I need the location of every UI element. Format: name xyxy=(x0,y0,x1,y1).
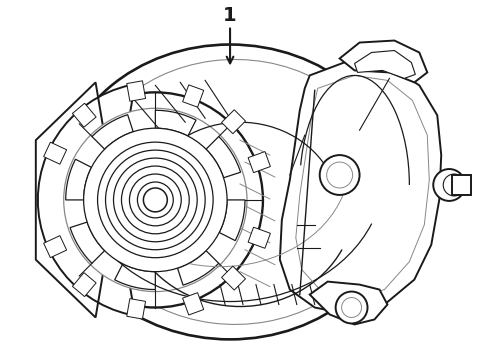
Circle shape xyxy=(64,108,247,292)
Ellipse shape xyxy=(59,45,401,339)
Polygon shape xyxy=(221,266,245,290)
Polygon shape xyxy=(310,282,388,324)
Text: 1: 1 xyxy=(223,6,237,25)
Circle shape xyxy=(336,292,368,323)
Polygon shape xyxy=(355,50,416,78)
Polygon shape xyxy=(92,114,133,149)
Polygon shape xyxy=(206,136,241,178)
Polygon shape xyxy=(248,227,270,248)
Polygon shape xyxy=(127,81,146,101)
Polygon shape xyxy=(66,159,92,200)
Polygon shape xyxy=(452,175,471,195)
Polygon shape xyxy=(36,82,135,318)
Circle shape xyxy=(433,169,465,201)
Polygon shape xyxy=(219,200,245,240)
Polygon shape xyxy=(183,85,204,107)
Polygon shape xyxy=(44,236,67,258)
Polygon shape xyxy=(177,251,219,285)
Circle shape xyxy=(443,174,465,196)
Circle shape xyxy=(144,188,167,212)
Polygon shape xyxy=(248,152,270,173)
Polygon shape xyxy=(127,298,146,319)
Polygon shape xyxy=(44,142,67,164)
Polygon shape xyxy=(183,293,204,315)
Polygon shape xyxy=(340,41,427,82)
Polygon shape xyxy=(155,110,196,136)
Circle shape xyxy=(48,92,263,307)
Polygon shape xyxy=(73,273,96,297)
Polygon shape xyxy=(280,60,441,315)
Polygon shape xyxy=(115,264,155,289)
Polygon shape xyxy=(221,110,245,134)
Circle shape xyxy=(319,155,360,195)
Polygon shape xyxy=(70,222,105,263)
Polygon shape xyxy=(73,103,96,127)
Circle shape xyxy=(84,128,227,272)
